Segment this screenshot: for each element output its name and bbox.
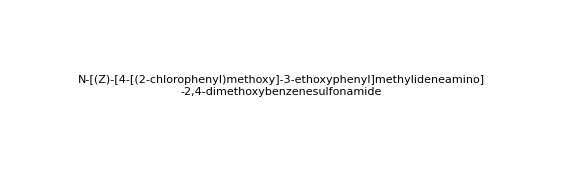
Text: N-[(Z)-[4-[(2-chlorophenyl)methoxy]-3-ethoxyphenyl]methylideneamino]
-2,4-dimeth: N-[(Z)-[4-[(2-chlorophenyl)methoxy]-3-et… bbox=[78, 75, 484, 97]
